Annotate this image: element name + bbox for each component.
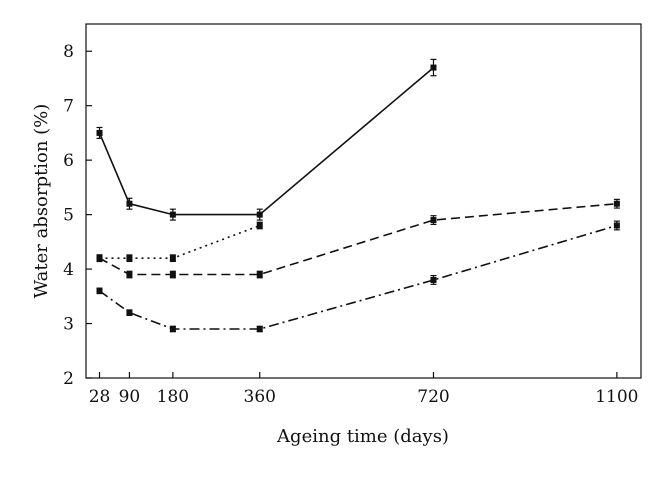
data-point bbox=[430, 217, 437, 224]
data-point bbox=[126, 255, 133, 262]
y-tick-label: 6 bbox=[63, 151, 74, 171]
y-tick-label: 3 bbox=[63, 315, 74, 335]
data-point bbox=[169, 211, 176, 218]
x-tick-label: 90 bbox=[119, 387, 141, 407]
data-point bbox=[96, 255, 103, 262]
data-point bbox=[126, 200, 133, 207]
data-point bbox=[256, 222, 263, 229]
series-layer bbox=[96, 58, 620, 333]
data-point bbox=[96, 129, 103, 136]
data-point bbox=[169, 255, 176, 262]
series-line bbox=[99, 202, 617, 276]
data-point bbox=[613, 200, 620, 207]
series-solid bbox=[96, 58, 437, 221]
x-tick-label: 180 bbox=[157, 387, 189, 407]
y-tick-label: 7 bbox=[63, 97, 74, 117]
data-point bbox=[96, 287, 103, 294]
series-dashdot bbox=[96, 220, 620, 333]
data-point bbox=[256, 211, 263, 218]
y-tick-label: 5 bbox=[63, 206, 74, 226]
y-tick-label: 4 bbox=[63, 260, 74, 280]
x-axis-title: Ageing time (days) bbox=[276, 426, 449, 447]
data-point bbox=[126, 309, 133, 316]
y-axis-title: Water absorption (%) bbox=[31, 104, 52, 299]
data-point bbox=[613, 222, 620, 229]
data-point bbox=[256, 271, 263, 278]
data-point bbox=[256, 325, 263, 332]
x-axis: 28 90 180 360 720 1100 bbox=[89, 372, 639, 407]
plot-frame bbox=[85, 23, 642, 379]
series-line bbox=[99, 224, 618, 330]
y-axis: 2 3 4 5 6 7 8 bbox=[63, 42, 92, 389]
series-dotted bbox=[96, 221, 263, 263]
y-tick-label: 8 bbox=[63, 42, 74, 62]
data-point bbox=[430, 64, 437, 71]
y-tick-label: 2 bbox=[63, 369, 74, 389]
data-point bbox=[169, 271, 176, 278]
data-point bbox=[126, 271, 133, 278]
series-line bbox=[98, 66, 435, 216]
x-tick-label: 28 bbox=[89, 387, 111, 407]
series-dashed bbox=[96, 198, 620, 279]
x-tick-label: 360 bbox=[244, 387, 276, 407]
data-point bbox=[169, 325, 176, 332]
x-tick-label: 1100 bbox=[595, 387, 638, 407]
x-tick-label: 720 bbox=[417, 387, 449, 407]
series-line bbox=[99, 224, 260, 260]
data-point bbox=[430, 276, 437, 283]
